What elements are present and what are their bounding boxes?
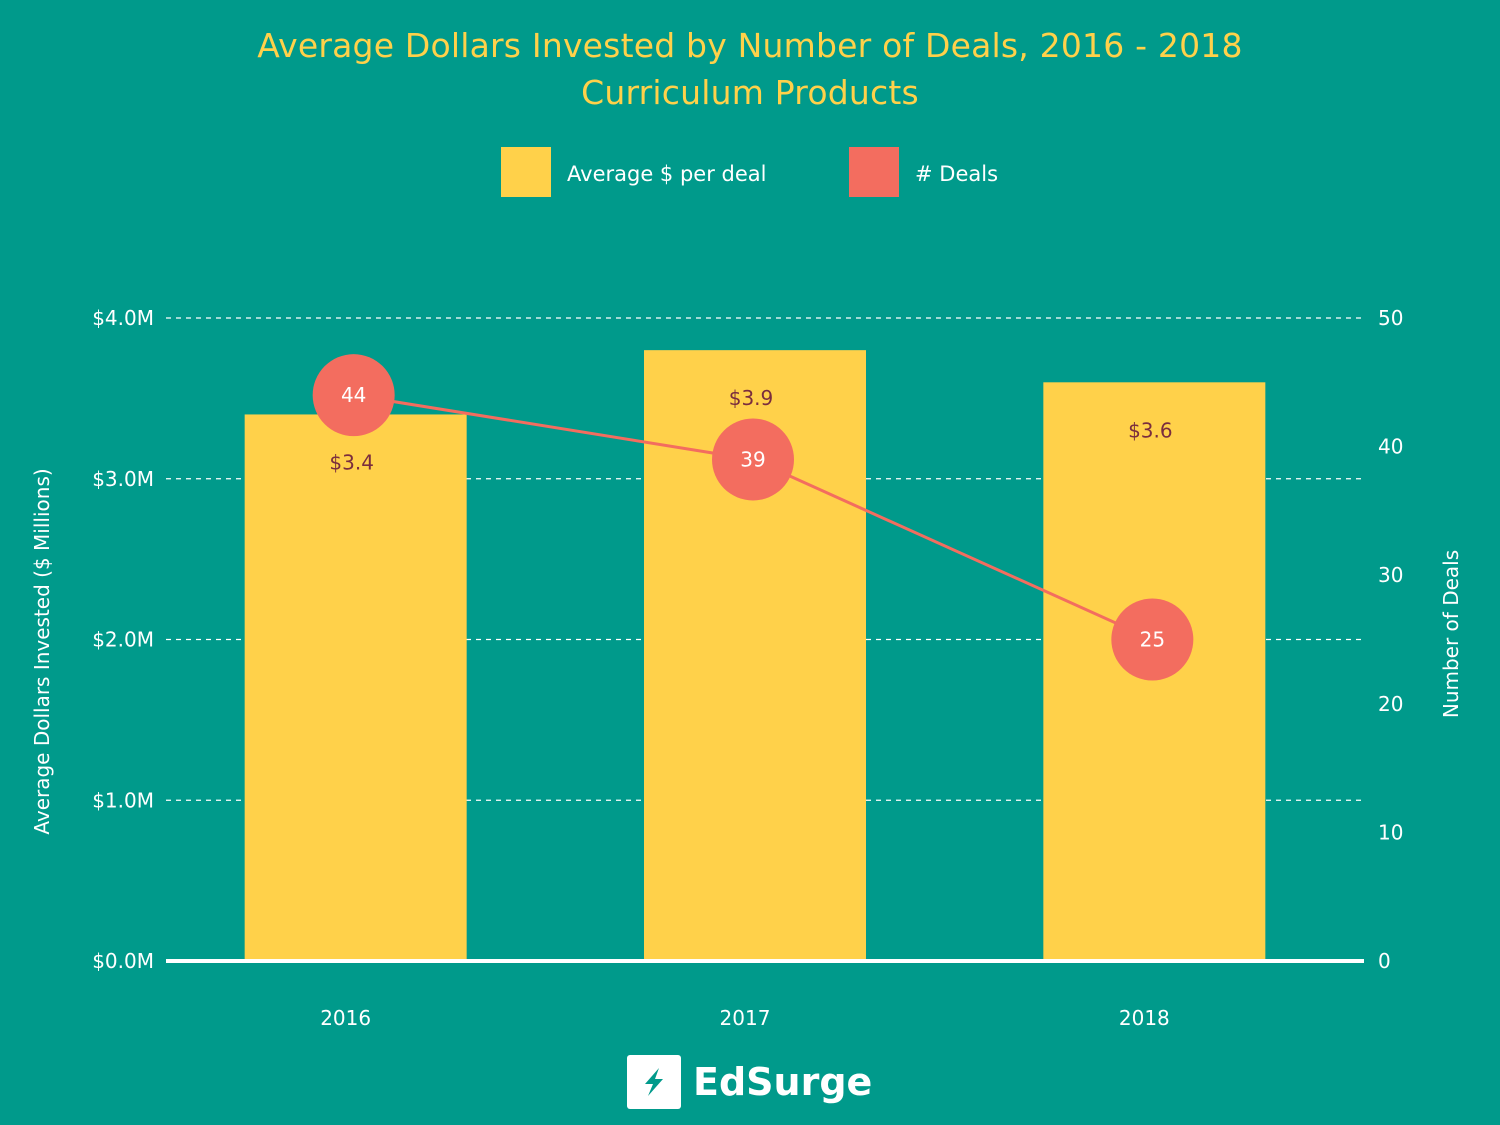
y-left-tick-label: $2.0M [92, 628, 154, 652]
deals-data-label: 39 [740, 447, 765, 471]
x-tick-label: 2017 [720, 1006, 771, 1030]
y-left-tick-label: $0.0M [92, 949, 154, 973]
bar-data-label: $3.9 [729, 386, 774, 410]
x-tick-label: 2018 [1119, 1006, 1170, 1030]
logo-text: EdSurge [693, 1060, 873, 1104]
bar-data-label: $3.6 [1128, 418, 1173, 442]
y-left-tick-label: $4.0M [92, 306, 154, 330]
x-tick-label: 2016 [320, 1006, 371, 1030]
edsurge-logo: EdSurge [627, 1055, 872, 1109]
y-right-axis-title: Number of Deals [1439, 550, 1463, 718]
bar-data-label: $3.4 [329, 450, 374, 474]
bar-2016 [244, 414, 467, 961]
deals-point [312, 354, 395, 437]
chart-subtitle: Curriculum Products [581, 73, 919, 112]
y-right-tick-label: 40 [1378, 435, 1403, 459]
y-right-tick-label: 20 [1378, 692, 1403, 716]
y-left-tick-label: $1.0M [92, 788, 154, 812]
deals-point [712, 418, 794, 501]
y-right-tick-label: 50 [1378, 306, 1403, 330]
y-left-axis-title: Average Dollars Invested ($ Millions) [30, 468, 54, 834]
legend-label-average: Average $ per deal [567, 162, 767, 186]
chart-title: Average Dollars Invested by Number of De… [257, 26, 1243, 65]
lightning-bolt-icon [627, 1055, 681, 1109]
y-left-tick-label: $3.0M [92, 467, 154, 491]
y-right-tick-label: 30 [1378, 563, 1403, 587]
y-right-tick-label: 10 [1378, 820, 1403, 844]
legend-swatch-average [501, 147, 551, 197]
deals-point [1111, 598, 1194, 681]
legend-label-deals: # Deals [915, 162, 999, 186]
deals-data-label: 44 [341, 383, 366, 407]
legend-swatch-deals [849, 147, 899, 197]
deals-data-label: 25 [1140, 628, 1165, 652]
y-right-tick-label: 0 [1378, 949, 1391, 973]
